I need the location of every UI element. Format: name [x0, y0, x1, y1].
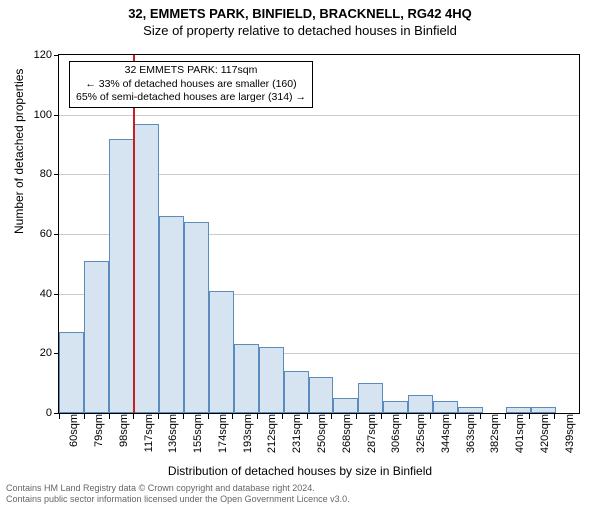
x-tick-mark — [183, 414, 184, 419]
x-tick-label: 136sqm — [161, 414, 179, 453]
bar — [284, 371, 309, 413]
annotation-line2: ← 33% of detached houses are smaller (16… — [76, 78, 306, 92]
annotation-box: 32 EMMETS PARK: 117sqm ← 33% of detached… — [69, 61, 313, 108]
x-tick-mark — [282, 414, 283, 419]
footer-line1: Contains HM Land Registry data © Crown c… — [6, 483, 350, 493]
page-subtitle: Size of property relative to detached ho… — [0, 23, 600, 38]
x-tick-label: 325sqm — [409, 414, 427, 453]
x-tick-label: 439sqm — [558, 414, 576, 453]
x-tick-mark — [257, 414, 258, 419]
bar — [309, 377, 334, 413]
x-tick-label: 212sqm — [260, 414, 278, 453]
bar — [234, 344, 259, 413]
bar — [408, 395, 433, 413]
x-tick-mark — [455, 414, 456, 419]
bar — [358, 383, 383, 413]
x-tick-mark — [331, 414, 332, 419]
x-tick-label: 401sqm — [508, 414, 526, 453]
y-tick-label: 60 — [40, 228, 58, 240]
x-tick-mark — [505, 414, 506, 419]
bar — [209, 291, 234, 413]
x-tick-label: 60sqm — [62, 414, 80, 447]
x-tick-mark — [84, 414, 85, 419]
page-title: 32, EMMETS PARK, BINFIELD, BRACKNELL, RG… — [0, 6, 600, 21]
footer-line2: Contains public sector information licen… — [6, 494, 350, 504]
x-tick-label: 79sqm — [87, 414, 105, 447]
annotation-line1: 32 EMMETS PARK: 117sqm — [76, 64, 306, 78]
x-tick-label: 420sqm — [533, 414, 551, 453]
y-tick-label: 0 — [46, 407, 58, 419]
x-tick-label: 250sqm — [310, 414, 328, 453]
x-tick-mark — [59, 414, 60, 419]
x-tick-mark — [133, 414, 134, 419]
x-tick-mark — [232, 414, 233, 419]
footer: Contains HM Land Registry data © Crown c… — [6, 483, 350, 504]
bar — [109, 139, 134, 413]
x-tick-label: 382sqm — [483, 414, 501, 453]
chart: 32 EMMETS PARK: 117sqm ← 33% of detached… — [58, 54, 580, 414]
highlight-line — [133, 55, 135, 413]
y-axis-label: Number of detached properties — [12, 69, 26, 234]
x-axis-label: Distribution of detached houses by size … — [0, 464, 600, 478]
x-tick-mark — [554, 414, 555, 419]
bar — [383, 401, 408, 413]
plot-region: 32 EMMETS PARK: 117sqm ← 33% of detached… — [58, 54, 580, 414]
x-tick-label: 306sqm — [384, 414, 402, 453]
x-tick-mark — [158, 414, 159, 419]
x-tick-mark — [109, 414, 110, 419]
x-tick-mark — [356, 414, 357, 419]
bar — [506, 407, 531, 413]
annotation-line3: 65% of semi-detached houses are larger (… — [76, 91, 306, 105]
bar — [84, 261, 109, 413]
bar — [134, 124, 159, 413]
x-tick-label: 287sqm — [360, 414, 378, 453]
x-tick-mark — [430, 414, 431, 419]
x-tick-mark — [307, 414, 308, 419]
bar — [159, 216, 184, 413]
x-tick-label: 344sqm — [434, 414, 452, 453]
bar — [59, 332, 84, 413]
x-tick-mark — [381, 414, 382, 419]
bars-container — [59, 55, 579, 413]
x-tick-label: 155sqm — [186, 414, 204, 453]
x-tick-mark — [406, 414, 407, 419]
x-tick-label: 174sqm — [211, 414, 229, 453]
bar — [259, 347, 284, 413]
bar — [333, 398, 358, 413]
y-tick-label: 120 — [34, 49, 58, 61]
x-tick-mark — [208, 414, 209, 419]
y-tick-label: 20 — [40, 347, 58, 359]
x-tick-label: 193sqm — [236, 414, 254, 453]
y-tick-label: 40 — [40, 288, 58, 300]
y-tick-label: 80 — [40, 168, 58, 180]
x-tick-mark — [480, 414, 481, 419]
x-tick-mark — [529, 414, 530, 419]
x-tick-label: 98sqm — [112, 414, 130, 447]
x-tick-label: 231sqm — [285, 414, 303, 453]
x-tick-label: 268sqm — [335, 414, 353, 453]
bar — [184, 222, 209, 413]
bar — [531, 407, 556, 413]
x-tick-label: 117sqm — [137, 414, 155, 452]
bar — [458, 407, 483, 413]
bar — [433, 401, 458, 413]
x-tick-label: 363sqm — [459, 414, 477, 453]
y-tick-label: 100 — [34, 109, 58, 121]
